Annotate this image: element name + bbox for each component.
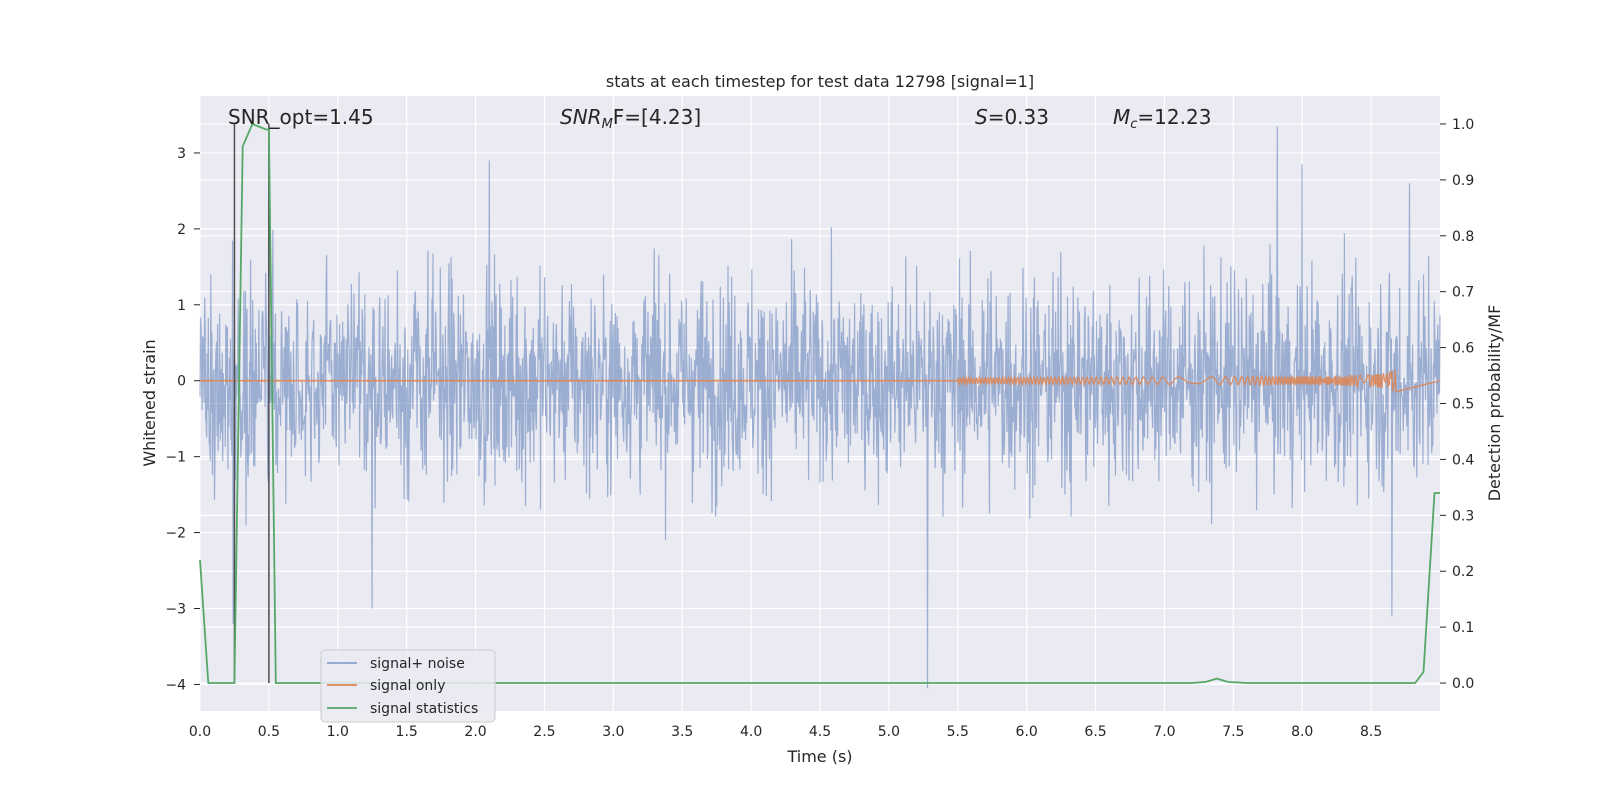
x-tick-label-12: 6.0: [1016, 724, 1038, 740]
y-right-tick-label-0: 0.0: [1452, 676, 1474, 692]
y-left-tick-label-7: 3: [177, 146, 186, 162]
x-tick-label-4: 2.0: [464, 724, 486, 740]
annotation-snr-opt: SNR_opt=1.45: [228, 105, 374, 129]
y-right-tick-label-9: 0.9: [1452, 173, 1474, 189]
legend-label-signal-only: signal only: [370, 678, 445, 694]
y-left-axis-label: Whitened strain: [140, 339, 159, 466]
snr-mf-subscript: M: [602, 117, 613, 132]
series-signal-statistics: [199, 122, 1440, 684]
x-tick-label-0: 0.0: [189, 724, 211, 740]
x-tick-label-2: 1.0: [327, 724, 349, 740]
snr-mf-label: SNR: [560, 105, 602, 129]
y-left-tick-label-1: −3: [165, 602, 186, 618]
s-label: S: [975, 105, 988, 129]
x-tick-label-16: 8.0: [1291, 724, 1313, 740]
y-right-tick-label-10: 1.0: [1452, 117, 1474, 133]
annotation-snr-mf: SNRMF=[4.23]: [560, 105, 701, 132]
y-right-tick-label-2: 0.2: [1452, 564, 1474, 580]
y-right-axis-label: Detection probability/MF: [1485, 305, 1504, 502]
signal-only-line: [199, 370, 1441, 393]
y-left-tick-label-4: 0: [177, 374, 186, 390]
x-tick-label-11: 5.5: [947, 724, 969, 740]
s-value: =0.33: [988, 105, 1049, 129]
x-tick-label-10: 5.0: [878, 724, 900, 740]
y-left-axis-ticks: −4 −3 −2 −1 0 1 2 3: [165, 146, 200, 693]
x-tick-label-15: 7.5: [1222, 724, 1244, 740]
mc-subscript: c: [1130, 117, 1137, 132]
series-signal-plus-noise: [199, 126, 1441, 689]
series-signal-only: [199, 370, 1441, 393]
x-tick-label-17: 8.5: [1360, 724, 1382, 740]
x-tick-label-5: 2.5: [533, 724, 555, 740]
legend-label-signal-statistics: signal statistics: [370, 701, 478, 717]
x-tick-label-3: 1.5: [396, 724, 418, 740]
x-axis-ticks: 0.0 0.5 1.0 1.5 2.0 2.5 3.0 3.5 4.0 4.5 5.0 5.5 6.0 6…: [189, 724, 1382, 740]
legend-label-signal-plus-noise: signal+ noise: [370, 656, 465, 672]
legend-box: [320, 649, 496, 723]
mc-label: M: [1113, 105, 1130, 129]
vertical-markers: [233, 123, 270, 684]
y-left-tick-label-2: −2: [165, 526, 186, 542]
signal-statistics-line: [199, 122, 1440, 684]
chart-title: stats at each timestep for test data 127…: [606, 72, 1034, 91]
y-right-tick-label-6: 0.6: [1452, 341, 1474, 357]
annotation-s: S=0.33: [975, 105, 1049, 129]
y-left-tick-label-3: −1: [165, 450, 186, 466]
x-tick-label-1: 0.5: [258, 724, 280, 740]
mc-value: =12.23: [1137, 105, 1211, 129]
y-right-tick-label-4: 0.4: [1452, 452, 1474, 468]
x-tick-label-14: 7.0: [1153, 724, 1175, 740]
snr-mf-value: F=[4.23]: [613, 105, 701, 129]
y-left-tick-label-0: −4: [165, 677, 186, 693]
x-tick-label-7: 3.5: [671, 724, 693, 740]
x-tick-label-9: 4.5: [809, 724, 831, 740]
y-right-tick-label-1: 0.1: [1452, 620, 1474, 636]
x-axis-label: Time (s): [786, 747, 852, 766]
legend: signal+ noise signal only signal statist…: [320, 649, 496, 723]
y-left-tick-label-5: 1: [177, 298, 186, 314]
y-left-tick-label-6: 2: [177, 222, 186, 238]
y-right-tick-label-8: 0.8: [1452, 229, 1474, 245]
y-right-tick-label-3: 0.3: [1452, 508, 1474, 524]
annotation-mc: Mc=12.23: [1113, 105, 1211, 132]
y-right-tick-label-7: 0.7: [1452, 285, 1474, 301]
y-right-tick-label-5: 0.5: [1452, 397, 1474, 413]
x-tick-label-13: 6.5: [1084, 724, 1106, 740]
y-right-axis-ticks: 0.0 0.1 0.2 0.3 0.4 0.5 0.6 0.7 0.8 0.9 1.0: [1440, 117, 1474, 692]
signal-plus-noise-line: [199, 126, 1441, 689]
x-tick-label-8: 4.0: [740, 724, 762, 740]
x-tick-label-6: 3.0: [602, 724, 624, 740]
